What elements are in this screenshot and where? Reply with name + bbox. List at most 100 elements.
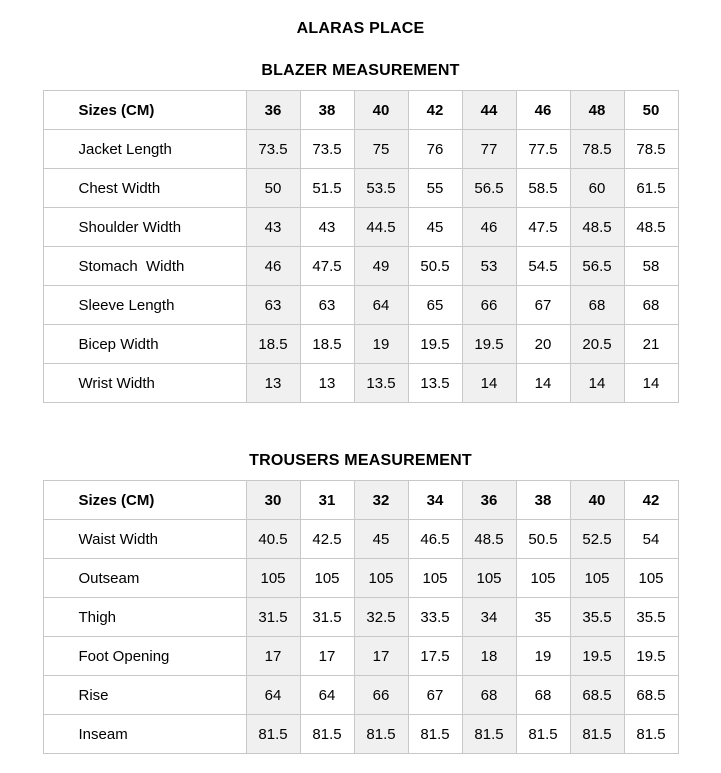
measurement-value-cell: 40.5 — [245, 519, 301, 559]
measurement-value-cell: 19.5 — [407, 324, 463, 364]
size-header-cell: 36 — [245, 90, 301, 130]
measurement-value-cell: 35.5 — [623, 597, 679, 637]
measurement-value-cell: 53 — [461, 246, 517, 286]
size-header-cell: 32 — [353, 480, 409, 520]
measurement-value-cell: 64 — [299, 675, 355, 715]
trousers-section-title: TROUSERS MEASUREMENT — [249, 452, 472, 469]
measurement-row: Inseam 81.5 81.5 81.5 81.5 81.5 81.5 81.5 81.5 — [42, 714, 679, 754]
measurement-value-cell: 64 — [353, 285, 409, 325]
measurement-label-cell: Rise — [42, 675, 247, 715]
measurement-value-cell: 105 — [353, 558, 409, 598]
measurement-value-cell: 105 — [623, 558, 679, 598]
measurement-value-cell: 19.5 — [569, 636, 625, 676]
measurement-value-cell: 14 — [623, 363, 679, 403]
measurement-value-cell: 77.5 — [515, 129, 571, 169]
measurement-label-cell: Sleeve Length — [42, 285, 247, 325]
measurement-value-cell: 54.5 — [515, 246, 571, 286]
measurement-label-cell: Outseam — [42, 558, 247, 598]
measurement-value-cell: 14 — [515, 363, 571, 403]
measurement-value-cell: 43 — [299, 207, 355, 247]
measurement-value-cell: 14 — [461, 363, 517, 403]
blazer-measurement-table: Sizes (CM) 36 38 40 42 44 46 48 50 Jacket Length 7… — [42, 90, 679, 403]
blazer-section-title: BLAZER MEASUREMENT — [261, 62, 460, 79]
measurement-value-cell: 31.5 — [245, 597, 301, 637]
measurement-value-cell: 43 — [245, 207, 301, 247]
measurement-value-cell: 18.5 — [245, 324, 301, 364]
measurement-value-cell: 105 — [245, 558, 301, 598]
measurement-value-cell: 78.5 — [623, 129, 679, 169]
measurement-row: Waist Width 40.5 42.5 45 46.5 48.5 50.5 52.5 54 — [42, 519, 679, 559]
measurement-value-cell: 17.5 — [407, 636, 463, 676]
measurement-value-cell: 50 — [245, 168, 301, 208]
measurement-value-cell: 55 — [407, 168, 463, 208]
measurement-value-cell: 76 — [407, 129, 463, 169]
measurement-label-cell: Chest Width — [42, 168, 247, 208]
sizes-header-label: Sizes (CM) — [42, 90, 247, 130]
measurement-value-cell: 81.5 — [515, 714, 571, 754]
measurement-value-cell: 52.5 — [569, 519, 625, 559]
measurement-value-cell: 17 — [299, 636, 355, 676]
measurement-label-cell: Foot Opening — [42, 636, 247, 676]
measurement-value-cell: 33.5 — [407, 597, 463, 637]
page-title: ALARAS PLACE — [296, 20, 425, 37]
measurement-value-cell: 77 — [461, 129, 517, 169]
measurement-value-cell: 63 — [299, 285, 355, 325]
measurement-value-cell: 45 — [407, 207, 463, 247]
size-header-row: Sizes (CM) 36 38 40 42 44 46 48 50 — [42, 90, 679, 130]
measurement-value-cell: 53.5 — [353, 168, 409, 208]
size-header-cell: 36 — [461, 480, 517, 520]
measurement-value-cell: 61.5 — [623, 168, 679, 208]
measurement-value-cell: 42.5 — [299, 519, 355, 559]
size-header-cell: 30 — [245, 480, 301, 520]
measurement-value-cell: 34 — [461, 597, 517, 637]
measurement-value-cell: 50.5 — [407, 246, 463, 286]
measurement-value-cell: 35 — [515, 597, 571, 637]
measurement-label-cell: Shoulder Width — [42, 207, 247, 247]
measurement-value-cell: 68 — [569, 285, 625, 325]
measurement-value-cell: 105 — [299, 558, 355, 598]
measurement-value-cell: 19.5 — [623, 636, 679, 676]
size-header-cell: 40 — [353, 90, 409, 130]
measurement-value-cell: 56.5 — [461, 168, 517, 208]
measurement-value-cell: 66 — [353, 675, 409, 715]
measurement-value-cell: 81.5 — [245, 714, 301, 754]
measurement-value-cell: 81.5 — [407, 714, 463, 754]
measurement-row: Wrist Width 13 13 13.5 13.5 14 14 14 14 — [42, 363, 679, 403]
measurement-value-cell: 17 — [353, 636, 409, 676]
measurement-value-cell: 67 — [515, 285, 571, 325]
measurement-value-cell: 19 — [353, 324, 409, 364]
measurement-value-cell: 78.5 — [569, 129, 625, 169]
measurement-value-cell: 105 — [461, 558, 517, 598]
measurement-value-cell: 13.5 — [407, 363, 463, 403]
measurement-value-cell: 64 — [245, 675, 301, 715]
measurement-value-cell: 46 — [245, 246, 301, 286]
measurement-value-cell: 50.5 — [515, 519, 571, 559]
measurement-label-cell: Inseam — [42, 714, 247, 754]
measurement-label-cell: Wrist Width — [42, 363, 247, 403]
measurement-value-cell: 81.5 — [299, 714, 355, 754]
measurement-value-cell: 49 — [353, 246, 409, 286]
measurement-value-cell: 56.5 — [569, 246, 625, 286]
measurement-value-cell: 47.5 — [515, 207, 571, 247]
measurement-value-cell: 19.5 — [461, 324, 517, 364]
measurement-value-cell: 13 — [245, 363, 301, 403]
measurement-value-cell: 45 — [353, 519, 409, 559]
measurement-row: Rise 64 64 66 67 68 68 68.5 68.5 — [42, 675, 679, 715]
size-header-cell: 40 — [569, 480, 625, 520]
measurement-value-cell: 44.5 — [353, 207, 409, 247]
measurement-value-cell: 13.5 — [353, 363, 409, 403]
size-header-cell: 42 — [623, 480, 679, 520]
measurement-value-cell: 46.5 — [407, 519, 463, 559]
size-header-cell: 44 — [461, 90, 517, 130]
size-header-cell: 38 — [299, 90, 355, 130]
measurement-value-cell: 67 — [407, 675, 463, 715]
measurement-value-cell: 75 — [353, 129, 409, 169]
measurement-value-cell: 60 — [569, 168, 625, 208]
measurement-value-cell: 46 — [461, 207, 517, 247]
measurement-label-cell: Jacket Length — [42, 129, 247, 169]
measurement-value-cell: 54 — [623, 519, 679, 559]
measurement-value-cell: 81.5 — [569, 714, 625, 754]
measurement-value-cell: 63 — [245, 285, 301, 325]
measurement-value-cell: 31.5 — [299, 597, 355, 637]
